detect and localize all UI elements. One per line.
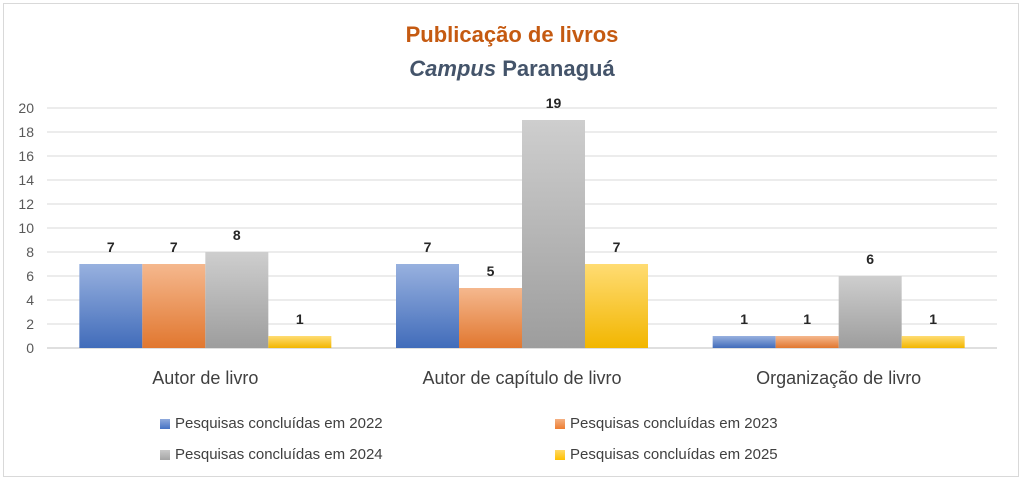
data-label: 1 (296, 311, 304, 327)
x-tick-label: Autor de capítulo de livro (422, 368, 621, 388)
legend-swatch (555, 449, 565, 460)
legend-swatch (160, 449, 170, 460)
x-tick-label: Autor de livro (152, 368, 258, 388)
y-tick-label: 8 (26, 244, 34, 260)
y-tick-label: 2 (26, 316, 34, 332)
bar (268, 336, 332, 348)
data-label: 19 (546, 95, 562, 111)
bar (838, 276, 902, 348)
y-tick-label: 0 (26, 340, 34, 356)
chart-title: Publicação de livros (405, 22, 619, 47)
bar (205, 252, 269, 348)
y-tick-label: 4 (26, 292, 34, 308)
y-tick-label: 20 (18, 100, 34, 116)
y-axis-ticks: 0 2 4 6 8 10 12 14 16 18 20 (18, 100, 34, 356)
data-label: 1 (740, 311, 748, 327)
y-tick-label: 14 (18, 172, 34, 188)
data-label: 7 (107, 239, 115, 255)
chart-frame (3, 3, 1019, 477)
bar (522, 120, 585, 348)
bar (775, 336, 839, 348)
bar (712, 336, 776, 348)
data-label: 8 (233, 227, 241, 243)
data-label: 6 (866, 251, 874, 267)
legend-label: Pesquisas concluídas em 2022 (175, 415, 383, 432)
data-label: 1 (929, 311, 937, 327)
chart-subtitle-rest: Paranaguá (502, 56, 615, 81)
legend-item: Pesquisas concluídas em 2025 (555, 446, 778, 463)
bar (901, 336, 965, 348)
legend-label: Pesquisas concluídas em 2024 (175, 446, 383, 463)
bar (585, 264, 648, 348)
legend-item: Pesquisas concluídas em 2024 (160, 446, 383, 463)
legend-item: Pesquisas concluídas em 2023 (555, 415, 778, 432)
y-tick-label: 12 (18, 196, 34, 212)
bar (459, 288, 522, 348)
y-tick-label: 16 (18, 148, 34, 164)
data-label: 7 (613, 239, 621, 255)
y-tick-label: 6 (26, 268, 34, 284)
bar (396, 264, 459, 348)
data-label: 7 (170, 239, 178, 255)
chart-subtitle-italic: Campus (409, 56, 497, 81)
data-label: 7 (424, 239, 432, 255)
x-tick-label: Organização de livro (756, 368, 921, 388)
legend-label: Pesquisas concluídas em 2023 (570, 415, 778, 432)
chart-subtitle: Campus Paranaguá (0, 56, 1024, 82)
bars (79, 120, 965, 348)
legend-swatch (160, 418, 170, 429)
y-tick-label: 10 (18, 220, 34, 236)
bar (79, 264, 143, 348)
data-label: 5 (487, 263, 495, 279)
legend-label: Pesquisas concluídas em 2025 (570, 446, 778, 463)
data-label: 1 (803, 311, 811, 327)
y-tick-label: 18 (18, 124, 34, 140)
bar (142, 264, 206, 348)
legend-swatch (555, 418, 565, 429)
legend-item: Pesquisas concluídas em 2022 (160, 415, 383, 432)
x-axis-labels: Autor de livro Autor de capítulo de livro… (152, 368, 921, 388)
